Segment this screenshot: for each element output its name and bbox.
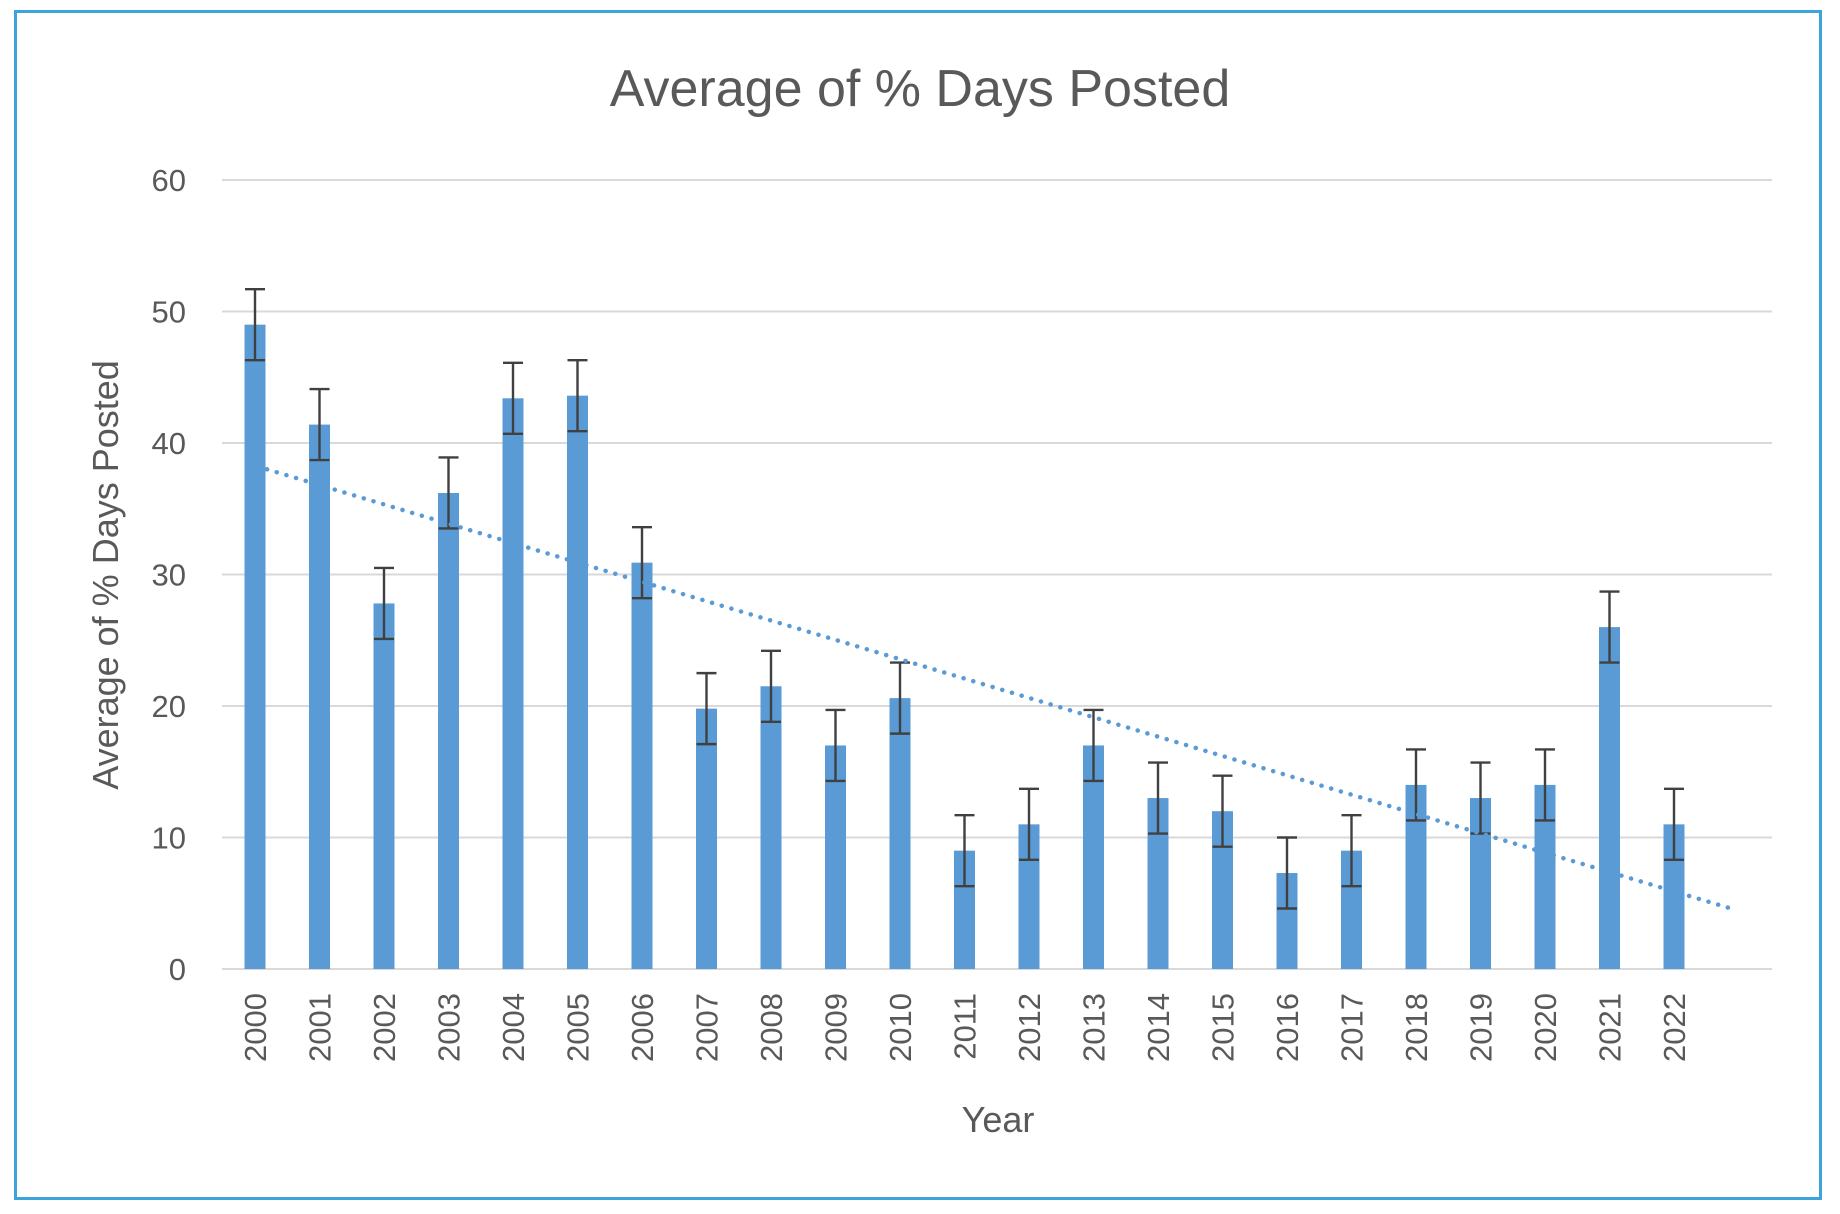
x-tick-label: 2006 bbox=[625, 993, 660, 1062]
error-bar-2014 bbox=[1148, 761, 1168, 835]
y-tick-label: 20 bbox=[152, 689, 186, 724]
x-tick-label: 2011 bbox=[948, 993, 983, 1060]
bar-2003 bbox=[438, 492, 459, 969]
x-tick-label: 2007 bbox=[690, 993, 725, 1062]
y-tick-label: 50 bbox=[152, 295, 186, 330]
error-bar-2001 bbox=[309, 387, 330, 462]
error-bar-2002 bbox=[374, 566, 394, 641]
error-bar-2013 bbox=[1083, 708, 1104, 783]
bar-2018 bbox=[1405, 784, 1427, 969]
error-bar-2003 bbox=[438, 456, 459, 530]
error-bar-2020 bbox=[1535, 748, 1555, 822]
error-bar-2012 bbox=[1019, 787, 1039, 862]
x-tick-label: 2005 bbox=[561, 993, 596, 1062]
x-tick-label: 2018 bbox=[1399, 993, 1434, 1062]
x-axis-ticks: 2000 2001 2002 2003 2004 2005 2006 2007 2008 2009… bbox=[238, 993, 1692, 1062]
bar-2020 bbox=[1534, 784, 1556, 969]
error-bar-2015 bbox=[1212, 774, 1233, 848]
bar-2007 bbox=[696, 708, 717, 969]
bar-2021 bbox=[1599, 627, 1620, 969]
x-tick-label: 2013 bbox=[1077, 993, 1112, 1062]
error-bar-2011 bbox=[954, 813, 975, 888]
bar-2015 bbox=[1212, 811, 1233, 969]
error-bar-2016 bbox=[1277, 836, 1297, 910]
error-bar-2000 bbox=[245, 287, 265, 362]
error-bar-2017 bbox=[1341, 813, 1362, 888]
x-tick-label: 2021 bbox=[1593, 993, 1628, 1062]
error-bar-2009 bbox=[825, 708, 846, 783]
x-tick-label: 2000 bbox=[238, 993, 273, 1062]
y-tick-label: 30 bbox=[152, 558, 186, 593]
x-tick-label: 2014 bbox=[1141, 993, 1176, 1062]
x-tick-label: 2020 bbox=[1528, 993, 1563, 1062]
x-tick-label: 2017 bbox=[1335, 993, 1370, 1062]
bar-2014 bbox=[1147, 798, 1169, 969]
error-bar-2021 bbox=[1599, 590, 1620, 664]
bar-2005 bbox=[567, 395, 588, 969]
error-bar-2008 bbox=[761, 649, 781, 723]
bar-2002 bbox=[373, 603, 395, 969]
x-tick-label: 2016 bbox=[1270, 993, 1305, 1062]
y-tick-label: 60 bbox=[152, 163, 186, 198]
x-tick-label: 2002 bbox=[367, 993, 402, 1062]
gridlines bbox=[222, 179, 1772, 970]
trendline bbox=[264, 467, 1734, 911]
bar-2011 bbox=[954, 850, 975, 969]
y-tick-label: 40 bbox=[152, 426, 186, 461]
error-bar-2022 bbox=[1664, 787, 1684, 862]
bar-2019 bbox=[1470, 798, 1491, 969]
bars bbox=[244, 324, 1685, 970]
x-tick-label: 2009 bbox=[819, 993, 854, 1062]
bar-2004 bbox=[502, 398, 524, 969]
x-tick-label: 2004 bbox=[496, 993, 531, 1062]
error-bar-2005 bbox=[567, 358, 588, 433]
bar-2008 bbox=[760, 686, 782, 969]
chart-title: Average of % Days Posted bbox=[610, 60, 1231, 118]
error-bar-2006 bbox=[632, 525, 652, 600]
bar-2016 bbox=[1276, 873, 1298, 969]
bar-2010 bbox=[889, 698, 911, 969]
x-tick-label: 2001 bbox=[303, 993, 338, 1062]
trendline-line bbox=[264, 467, 1734, 911]
y-axis-label: Average of % Days Posted bbox=[85, 360, 126, 790]
y-axis-ticks: 0 10 20 30 40 50 60 bbox=[152, 163, 186, 987]
x-axis-label: Year bbox=[962, 1099, 1035, 1140]
x-tick-label: 2003 bbox=[432, 993, 467, 1062]
bar-2013 bbox=[1083, 745, 1104, 969]
bar-2009 bbox=[825, 745, 846, 969]
x-tick-label: 2022 bbox=[1657, 993, 1692, 1062]
x-tick-label: 2019 bbox=[1464, 993, 1499, 1062]
x-tick-label: 2008 bbox=[754, 993, 789, 1062]
y-tick-label: 0 bbox=[169, 952, 186, 987]
bar-2001 bbox=[309, 424, 330, 970]
error-bar-2007 bbox=[696, 671, 717, 746]
x-tick-label: 2015 bbox=[1206, 993, 1241, 1062]
bar-2017 bbox=[1341, 850, 1362, 969]
x-tick-label: 2010 bbox=[883, 993, 918, 1062]
bar-2006 bbox=[631, 562, 653, 969]
x-tick-label: 2012 bbox=[1012, 993, 1047, 1062]
bar-2000 bbox=[244, 324, 266, 969]
error-bar-2018 bbox=[1406, 748, 1426, 822]
error-bars bbox=[245, 287, 1684, 910]
y-tick-label: 10 bbox=[152, 821, 186, 856]
error-bar-2004 bbox=[503, 361, 523, 435]
